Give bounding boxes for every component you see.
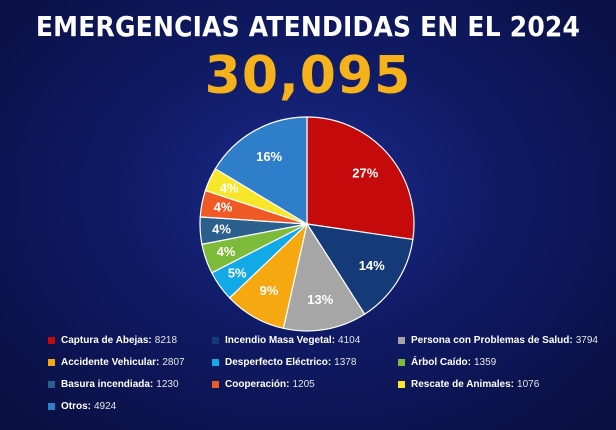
pie-pct-label-8: 4% [220, 180, 239, 195]
pie-pct-label-4: 5% [228, 266, 247, 281]
pie-pct-label-7: 4% [214, 200, 233, 215]
pie-slice-1 [305, 223, 414, 315]
total-count: 30,095 [204, 46, 412, 106]
pie-pct-label-6: 4% [212, 221, 231, 236]
pie-slice-9 [214, 116, 308, 226]
pie-slice-0 [306, 116, 415, 241]
pie-pct-label-2: 13% [307, 292, 333, 307]
pie-pct-label-1: 14% [359, 258, 385, 273]
pie-slice-2 [282, 222, 366, 332]
pie-pct-label-9: 16% [256, 149, 282, 164]
pie-pct-label-3: 9% [260, 283, 279, 298]
chart-title: EMERGENCIAS ATENDIDAS EN EL 2024 [35, 10, 581, 43]
pie-pct-label-5: 4% [217, 244, 236, 259]
pie-pct-label-0: 27% [352, 166, 378, 181]
